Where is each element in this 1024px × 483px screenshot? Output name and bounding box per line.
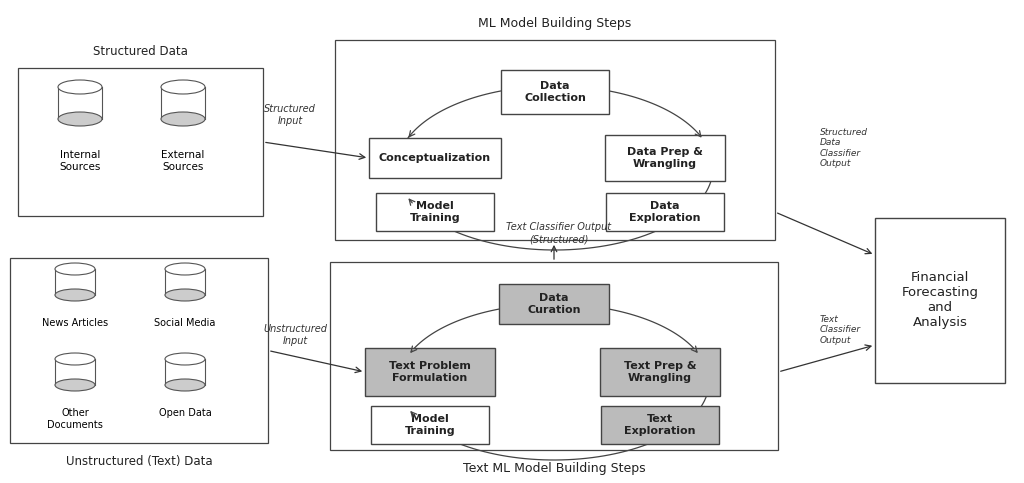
Text: Data
Exploration: Data Exploration — [630, 201, 700, 223]
Bar — [55, 359, 95, 385]
Text: Financial
Forecasting
and
Analysis: Financial Forecasting and Analysis — [901, 271, 979, 329]
Text: Structured Data: Structured Data — [93, 45, 188, 58]
Text: Model
Training: Model Training — [410, 201, 461, 223]
Text: Text
Exploration: Text Exploration — [625, 414, 695, 436]
Text: News Articles: News Articles — [42, 318, 109, 328]
Ellipse shape — [58, 80, 102, 94]
Bar — [330, 262, 778, 450]
Ellipse shape — [55, 263, 95, 275]
Ellipse shape — [165, 289, 205, 301]
Ellipse shape — [161, 80, 205, 94]
Text: Data
Curation: Data Curation — [527, 293, 581, 315]
Bar — [55, 269, 95, 295]
Ellipse shape — [165, 353, 205, 365]
Text: Data Prep &
Wrangling: Data Prep & Wrangling — [627, 147, 702, 169]
Text: Internal
Sources: Internal Sources — [59, 150, 100, 171]
Bar — [365, 348, 495, 396]
Bar — [165, 359, 205, 385]
Bar — [501, 70, 609, 114]
Ellipse shape — [55, 353, 95, 365]
Text: Unstructured
Input: Unstructured Input — [263, 324, 327, 346]
Text: External
Sources: External Sources — [162, 150, 205, 171]
Ellipse shape — [165, 379, 205, 391]
Ellipse shape — [55, 379, 95, 391]
Bar — [369, 138, 501, 178]
Ellipse shape — [165, 263, 205, 275]
Text: Text Classifier Output
(Structured): Text Classifier Output (Structured) — [507, 222, 611, 244]
Bar — [600, 348, 720, 396]
Bar — [371, 406, 489, 444]
Ellipse shape — [58, 112, 102, 126]
Text: Model
Training: Model Training — [404, 414, 456, 436]
Bar — [376, 193, 494, 231]
Text: Unstructured (Text) Data: Unstructured (Text) Data — [66, 455, 212, 468]
Bar — [874, 217, 1005, 383]
Bar — [10, 258, 268, 443]
Bar — [605, 135, 725, 181]
Bar — [18, 68, 263, 216]
Text: Data
Collection: Data Collection — [524, 81, 586, 103]
Bar — [161, 87, 205, 119]
Text: Conceptualization: Conceptualization — [379, 153, 492, 163]
Bar — [601, 406, 719, 444]
Text: Other
Documents: Other Documents — [47, 408, 103, 429]
Bar — [335, 40, 775, 240]
Text: Text
Classifier
Output: Text Classifier Output — [820, 315, 861, 345]
Text: ML Model Building Steps: ML Model Building Steps — [478, 17, 632, 30]
Text: Social Media: Social Media — [155, 318, 216, 328]
Bar — [606, 193, 724, 231]
Ellipse shape — [161, 112, 205, 126]
Text: Text ML Model Building Steps: Text ML Model Building Steps — [463, 462, 645, 475]
Bar — [499, 284, 609, 324]
Text: Text Prep &
Wrangling: Text Prep & Wrangling — [624, 361, 696, 383]
Bar — [165, 269, 205, 295]
Text: Text Problem
Formulation: Text Problem Formulation — [389, 361, 471, 383]
Text: Structured
Data
Classifier
Output: Structured Data Classifier Output — [820, 128, 868, 168]
Ellipse shape — [55, 289, 95, 301]
Text: Open Data: Open Data — [159, 408, 211, 418]
Bar — [58, 87, 102, 119]
Text: Structured
Input: Structured Input — [264, 104, 316, 126]
